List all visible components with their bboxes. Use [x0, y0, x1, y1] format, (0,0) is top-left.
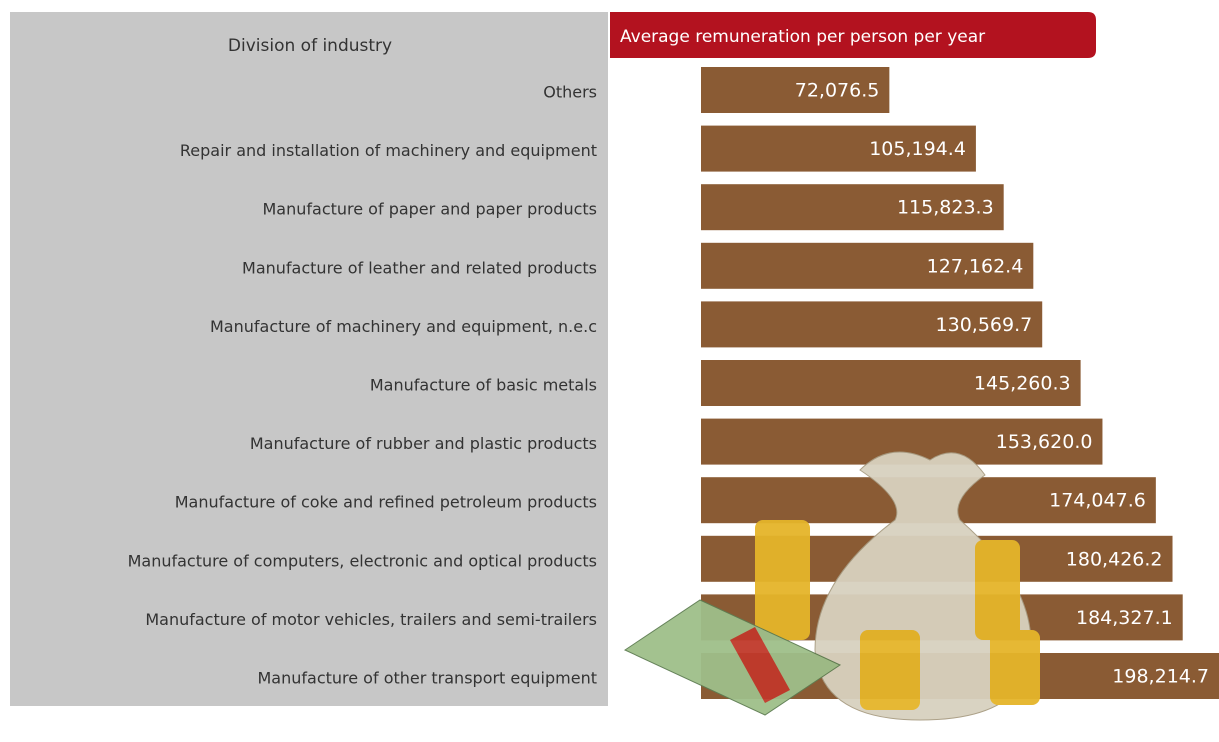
category-label: Manufacture of leather and related produ… — [242, 258, 597, 277]
value-label: 174,047.6 — [1049, 490, 1146, 512]
value-label: 145,260.3 — [974, 373, 1071, 395]
bar — [701, 67, 890, 113]
value-label: 115,823.3 — [897, 197, 994, 219]
value-header — [610, 12, 1096, 58]
bar — [701, 242, 1034, 289]
bar — [701, 184, 1004, 231]
category-label: Manufacture of computers, electronic and… — [128, 551, 597, 570]
category-panel — [10, 12, 608, 706]
bar — [701, 360, 1081, 406]
coin-stack — [990, 630, 1040, 705]
value-label: 105,194.4 — [869, 138, 966, 160]
category-label: Manufacture of basic metals — [370, 376, 597, 395]
category-axis-title: Division of industry — [228, 36, 392, 56]
category-label: Manufacture of other transport equipment — [257, 669, 597, 688]
value-label: 127,162.4 — [927, 255, 1024, 277]
category-label: Others — [543, 83, 597, 102]
value-label: 198,214.7 — [1112, 666, 1209, 688]
bar — [701, 301, 1043, 348]
value-label: 72,076.5 — [795, 80, 880, 102]
money-illustration — [623, 451, 1040, 721]
category-label: Manufacture of coke and refined petroleu… — [175, 493, 597, 512]
value-label: 153,620.0 — [996, 431, 1093, 453]
coin-stack — [755, 520, 810, 640]
category-label: Manufacture of rubber and plastic produc… — [250, 434, 597, 453]
value-label: 180,426.2 — [1066, 548, 1163, 570]
coin-stack — [975, 540, 1020, 640]
value-header-text: Average remuneration per person per year — [620, 27, 985, 47]
value-label: 130,569.7 — [936, 314, 1033, 336]
category-label: Repair and installation of machinery and… — [180, 141, 597, 160]
band — [730, 627, 790, 703]
value-label: 184,327.1 — [1076, 607, 1173, 629]
category-label: Manufacture of machinery and equipment, … — [210, 317, 597, 336]
coin-stack — [860, 630, 920, 710]
category-label: Manufacture of paper and paper products — [262, 200, 597, 219]
bar — [701, 125, 976, 172]
category-label: Manufacture of motor vehicles, trailers … — [145, 610, 597, 629]
